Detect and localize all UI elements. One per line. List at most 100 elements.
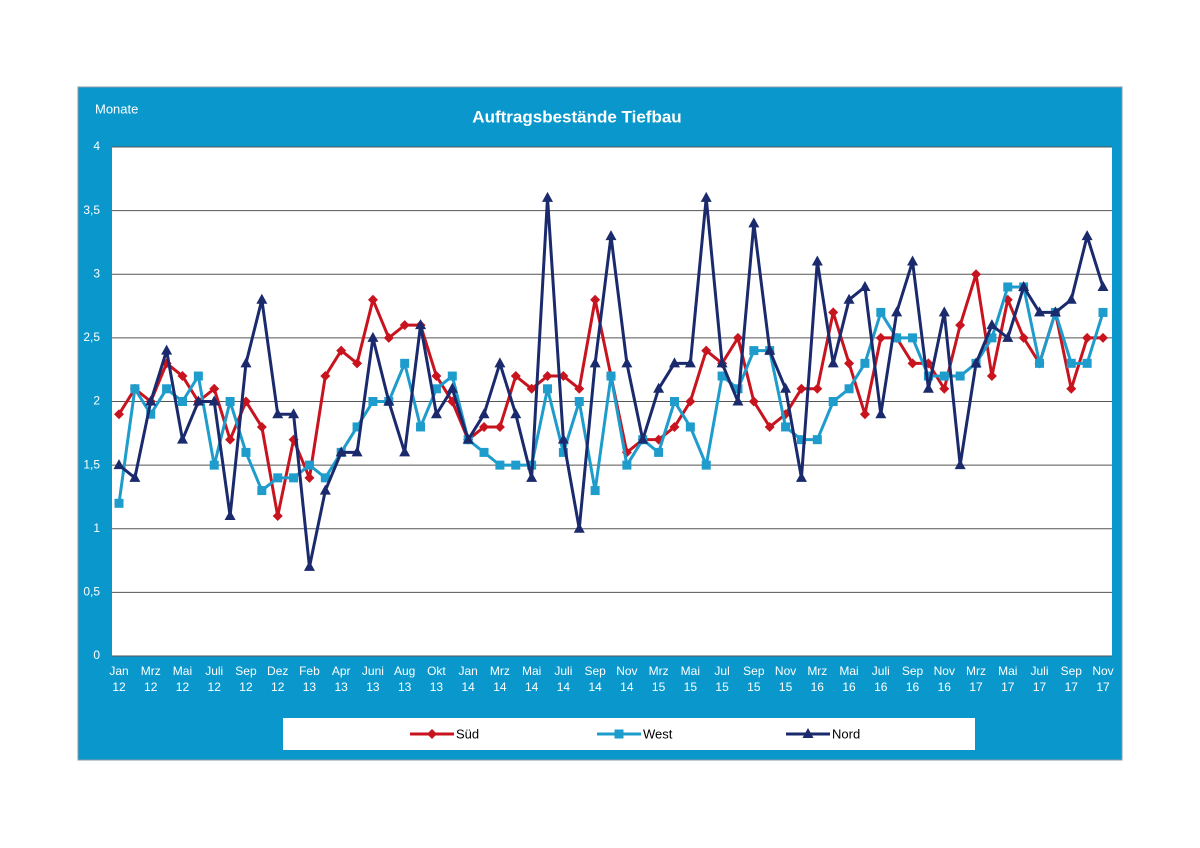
x-tick-label: Mai 17 [998,664,1018,694]
marker [352,358,363,369]
marker [303,560,315,571]
marker [574,397,584,406]
marker [367,331,379,342]
marker [907,255,919,266]
marker [1066,358,1076,368]
marker [161,344,173,355]
marker [986,319,998,330]
marker [700,191,712,202]
marker [273,473,283,483]
marker [558,447,568,457]
x-tick-label: Juli 17 [1030,664,1049,694]
marker [114,409,124,420]
marker [400,358,410,368]
marker [257,486,267,496]
marker [558,371,569,382]
marker [860,358,870,368]
marker [939,371,949,381]
marker [828,307,839,318]
marker [192,395,204,406]
marker [431,384,441,394]
marker [654,447,664,457]
x-tick-label: Jan 14 [458,664,478,694]
x-tick-label: Sep 17 [1060,664,1082,694]
x-tick-label: Apr 13 [331,664,351,694]
marker [479,447,489,457]
x-tick-label: Jul 15 [714,664,730,694]
marker [590,486,600,496]
x-tick-label: Mrz 15 [648,664,669,694]
marker [367,294,378,305]
marker [1034,306,1046,317]
x-tick-label: Mai 15 [680,664,701,694]
marker [1003,282,1013,292]
marker [430,408,442,419]
x-tick-label: Jan 12 [109,664,129,694]
marker [130,384,140,394]
marker [193,371,203,381]
marker [795,471,807,482]
marker [494,421,505,432]
marker [368,397,378,406]
x-tick-label: Sep 14 [584,664,606,694]
marker [717,371,727,381]
marker [748,217,760,228]
marker [495,460,505,470]
marker [573,522,585,533]
marker [732,395,744,406]
marker [653,382,665,393]
x-tick-label: Nov 17 [1092,664,1114,694]
marker [781,422,791,432]
x-tick-label: Sep 15 [743,664,765,694]
marker [256,421,267,432]
marker [304,472,315,483]
x-tick-label: Juni 13 [361,664,384,694]
x-tick-label: Mai 14 [521,664,542,694]
y-tick-label: 0 [93,648,100,662]
marker [796,383,807,394]
marker [605,230,617,241]
x-tick-label: Juli 14 [554,664,573,694]
marker [1081,230,1093,241]
x-tick-label: Dez 12 [267,664,289,694]
marker [589,357,601,368]
marker [811,255,823,266]
marker [336,345,347,356]
marker [304,460,314,470]
marker [796,435,806,445]
y-tick-label: 1 [93,521,100,535]
marker [526,383,537,394]
marker [383,332,394,343]
marker [971,269,982,280]
marker [542,191,554,202]
x-tick-label: Mrz 14 [489,664,510,694]
marker [510,371,521,382]
legend-swatch [614,729,624,739]
x-tick-label: Nov 16 [933,664,955,694]
marker [1098,332,1108,343]
marker [145,395,157,406]
x-tick-label: Sep 12 [235,664,257,694]
y-tick-label: 2 [93,394,100,408]
marker [875,332,886,343]
marker [716,357,728,368]
marker [209,460,219,470]
marker [162,384,172,394]
x-tick-label: Feb 13 [299,664,320,694]
marker [511,460,521,470]
marker [828,397,838,406]
y-tick-label: 4 [93,139,100,153]
x-tick-label: Mrz 12 [140,664,161,694]
marker [446,382,458,393]
marker [970,357,982,368]
marker [289,473,299,483]
marker [176,433,188,444]
x-tick-label: Nov 14 [616,664,638,694]
marker [891,306,903,317]
marker [843,293,855,304]
marker [1097,280,1109,291]
marker [844,358,855,369]
marker [494,357,506,368]
marker [875,408,887,419]
